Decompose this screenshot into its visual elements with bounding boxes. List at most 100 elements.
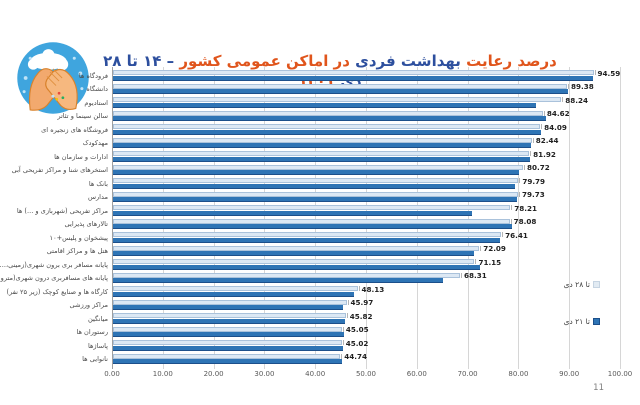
value-label: 68.31: [464, 271, 487, 280]
bar-ta-28-dey: [113, 340, 342, 346]
value-tick: [480, 245, 482, 251]
value-tick: [541, 124, 543, 129]
gridline: [213, 67, 215, 369]
value-label: 78.08: [513, 217, 537, 226]
value-label: 45.97: [350, 298, 374, 307]
bar-ta-21-dey: [113, 224, 512, 230]
bar-ta-28-dey: [113, 286, 358, 292]
bar-ta-28-dey: [113, 259, 475, 265]
value-tick: [510, 218, 512, 224]
x-axis-tick-label: 100.00: [607, 370, 633, 378]
value-tick: [519, 191, 521, 197]
bar-ta-28-dey: [113, 191, 519, 197]
category-label: پیشخوان و پلیس+۱۰: [49, 233, 108, 242]
value-tick: [562, 97, 564, 102]
value-label: 82.44: [535, 136, 559, 145]
category-label: میانگین: [87, 314, 108, 323]
bar-ta-28-dey: [113, 137, 532, 143]
value-tick: [475, 259, 477, 264]
value-tick: [461, 272, 462, 278]
gridline: [112, 67, 113, 369]
bar-ta-28-dey: [113, 83, 568, 89]
category-label: کارگاه ها و صنایع کوچک (زیر ۲۵ نفر): [6, 287, 108, 296]
value-tick: [511, 205, 513, 210]
category-label: تالارهای پذیرایی: [64, 220, 108, 229]
gridline: [366, 67, 367, 369]
bar-ta-28-dey: [113, 353, 341, 359]
category-label: پایانه های مسافربری درون شهری(مترو...: [0, 274, 108, 283]
x-axis-tick-label: 80.00: [508, 370, 529, 378]
bar-ta-28-dey: [113, 245, 480, 251]
value-label: 45.82: [349, 311, 373, 321]
bar-ta-21-dey: [113, 143, 531, 149]
handwash-icon: [17, 42, 89, 114]
x-axis-tick-label: 10.00: [152, 370, 173, 378]
bar-ta-28-dey: [113, 313, 346, 319]
legend-swatch: [593, 318, 600, 325]
value-label: 45.02: [345, 338, 369, 348]
soap-foam: [27, 49, 69, 71]
hands: [28, 68, 78, 111]
value-tick: [358, 286, 360, 291]
gridline: [315, 67, 317, 369]
value-label: 84.62: [546, 109, 570, 118]
value-label: 94.59: [597, 68, 621, 78]
value-label: 48.13: [361, 284, 385, 294]
gridline: [518, 67, 520, 369]
bar-ta-28-dey: [113, 164, 524, 170]
value-label: 80.72: [527, 163, 550, 172]
value-tick: [530, 151, 532, 156]
gridline: [467, 67, 469, 369]
x-axis-tick-label: 20.00: [203, 370, 224, 378]
gridline: [162, 67, 164, 369]
bar-ta-21-dey: [113, 264, 481, 270]
legend-item-28dey: تا ۲۸ دی: [564, 280, 600, 289]
title-segment-0: درصد رعایت: [460, 52, 557, 71]
bar-ta-28-dey: [113, 299, 347, 305]
bar-ta-28-dey: [113, 218, 510, 224]
bar-ta-21-dey: [113, 102, 536, 108]
bar-ta-21-dey: [113, 170, 520, 176]
value-tick: [543, 110, 545, 116]
value-label: 76.41: [505, 230, 528, 240]
category-label: فروشگاه های زنجیره ای: [41, 125, 108, 134]
value-tick: [342, 326, 344, 332]
x-axis-tick-label: 60.00: [406, 370, 427, 378]
x-axis-tick-label: 70.00: [457, 370, 478, 378]
category-label: مدارس: [87, 193, 108, 202]
value-label: 88.24: [565, 95, 588, 105]
category-label: فرودگاه ها: [78, 71, 108, 80]
value-tick: [502, 232, 504, 237]
bar-ta-21-dey: [113, 197, 517, 203]
category-label: نانوایی ها: [82, 355, 108, 364]
category-label: استخرهای شنا و مراکز تفریحی آبی: [11, 166, 108, 175]
bar-ta-21-dey: [113, 332, 345, 338]
gridline: [264, 67, 266, 369]
legend-label: تا ۲۸ دی: [563, 280, 590, 289]
water-drops: [22, 56, 84, 98]
category-label: مراکز ورزشی: [69, 301, 108, 310]
category-label: استادیوم: [84, 98, 108, 107]
x-axis-tick-label: 90.00: [559, 370, 580, 378]
legend-item-21dey: تا ۲۱ دی: [564, 317, 600, 326]
value-tick: [342, 340, 344, 345]
category-label: پایانه مسافر بری برون شهری(زمینی،...: [0, 260, 108, 269]
bar-ta-21-dey: [113, 75, 593, 81]
page-number: 11: [593, 383, 604, 393]
value-tick: [568, 83, 570, 89]
x-axis-tick-label: 40.00: [305, 370, 326, 378]
bar-ta-21-dey: [113, 305, 343, 311]
bar-ta-21-dey: [113, 116, 546, 122]
value-label: 81.92: [533, 149, 556, 159]
bar-ta-21-dey: [113, 359, 343, 365]
bar-ta-28-dey: [113, 326, 342, 332]
bar-ta-28-dey: [113, 205, 511, 211]
value-tick: [347, 299, 349, 305]
x-axis-tick-label: 30.00: [254, 370, 275, 378]
bar-ta-28-dey: [113, 151, 530, 157]
title-segment-2: در اماکن عمومی کشور: [174, 52, 350, 71]
value-label: 72.09: [483, 244, 506, 253]
category-label: سالن سینما و تئاتر: [57, 112, 108, 121]
